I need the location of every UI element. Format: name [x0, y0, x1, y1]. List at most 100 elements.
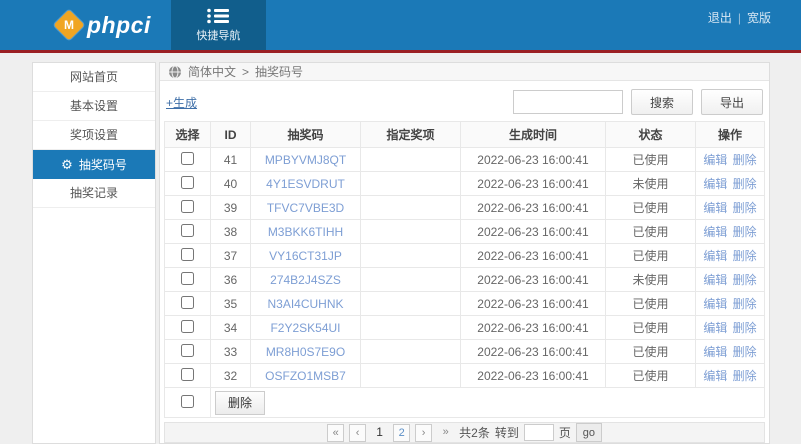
toolbar: +生成 搜索 导出 [160, 81, 769, 121]
edit-link[interactable]: 编辑 [703, 201, 728, 215]
row-ops-cell: 编辑 删除 [695, 171, 765, 196]
delete-link[interactable]: 删除 [732, 297, 757, 311]
app-logo[interactable]: M phpci [0, 0, 171, 50]
row-prize [360, 339, 461, 364]
row-ops-cell: 编辑 删除 [695, 363, 765, 388]
row-time: 2022-06-23 16:00:41 [460, 339, 606, 364]
table-row: 34 F2Y2SK54UI 2022-06-23 16:00:41 已使用 编辑… [164, 315, 765, 340]
row-id: 40 [210, 171, 251, 196]
edit-link[interactable]: 编辑 [703, 369, 728, 383]
table-row: 39 TFVC7VBE3D 2022-06-23 16:00:41 已使用 编辑… [164, 195, 765, 220]
main-panel: 简体中文 > 抽奖码号 +生成 搜索 导出 选择 ID 抽 [159, 62, 770, 444]
col-code: 抽奖码 [250, 121, 361, 148]
edit-link[interactable]: 编辑 [703, 249, 728, 263]
edit-link[interactable]: 编辑 [703, 273, 728, 287]
bulk-delete-button[interactable]: 删除 [215, 390, 265, 415]
row-checkbox[interactable] [181, 343, 194, 357]
row-time: 2022-06-23 16:00:41 [460, 267, 606, 292]
row-code-link[interactable]: N3AI4CUHNK [267, 296, 344, 311]
row-status: 已使用 [605, 339, 696, 364]
edit-link[interactable]: 编辑 [703, 225, 728, 239]
row-code-link[interactable]: MR8H0S7E9O [265, 344, 346, 359]
breadcrumb-page: 抽奖码号 [255, 65, 304, 79]
row-code-link[interactable]: F2Y2SK54UI [270, 320, 341, 335]
row-checkbox[interactable] [181, 223, 194, 237]
row-time: 2022-06-23 16:00:41 [460, 243, 606, 268]
breadcrumb-lang[interactable]: 简体中文 [188, 65, 237, 79]
row-checkbox[interactable] [181, 199, 194, 213]
edit-link[interactable]: 编辑 [703, 177, 728, 191]
select-all-cell [164, 387, 211, 418]
row-code-link[interactable]: TFVC7VBE3D [266, 200, 345, 215]
row-status: 已使用 [605, 195, 696, 220]
pagination-prev-button[interactable]: ‹ [349, 423, 367, 442]
search-input[interactable] [513, 90, 623, 114]
go-button[interactable]: go [575, 423, 602, 442]
row-checkbox[interactable] [181, 319, 194, 333]
delete-link[interactable]: 删除 [732, 321, 757, 335]
table-row: 35 N3AI4CUHNK 2022-06-23 16:00:41 已使用 编辑… [164, 291, 765, 316]
row-code-link[interactable]: MPBYVMJ8QT [264, 152, 347, 167]
edit-link[interactable]: 编辑 [703, 345, 728, 359]
row-status: 已使用 [605, 243, 696, 268]
row-time: 2022-06-23 16:00:41 [460, 147, 606, 172]
row-checkbox[interactable] [181, 247, 194, 261]
col-ops: 操作 [695, 121, 765, 148]
pagination: « ‹ 1 2 › » 共2条 转到 页 go [164, 422, 765, 443]
delete-link[interactable]: 删除 [732, 345, 757, 359]
row-checkbox[interactable] [181, 175, 194, 189]
table-row: 36 274B2J4SZS 2022-06-23 16:00:41 未使用 编辑… [164, 267, 765, 292]
pagination-next-button[interactable]: › [415, 423, 433, 442]
row-select-cell [164, 171, 211, 196]
row-status: 已使用 [605, 291, 696, 316]
select-all-checkbox[interactable] [181, 394, 194, 408]
row-checkbox[interactable] [181, 295, 194, 309]
delete-link[interactable]: 删除 [732, 273, 757, 287]
pagination-first-button[interactable]: « [327, 423, 345, 442]
row-prize [360, 171, 461, 196]
edit-link[interactable]: 编辑 [703, 297, 728, 311]
goto-page-input[interactable] [523, 424, 554, 441]
wide-mode-link[interactable]: 宽版 [746, 11, 771, 25]
sidebar-item-basic-settings[interactable]: 基本设置 [33, 92, 155, 121]
row-checkbox[interactable] [181, 271, 194, 285]
generate-link[interactable]: +生成 [166, 95, 198, 110]
row-code-cell: N3AI4CUHNK [250, 291, 361, 316]
quick-nav-button[interactable]: 快捷导航 [170, 0, 266, 50]
row-code-link[interactable]: 274B2J4SZS [270, 272, 341, 287]
export-button[interactable]: 导出 [701, 89, 763, 115]
edit-link[interactable]: 编辑 [703, 321, 728, 335]
delete-link[interactable]: 删除 [732, 225, 757, 239]
row-code-link[interactable]: VY16CT31JP [269, 248, 342, 263]
row-code-link[interactable]: OSFZO1MSB7 [265, 368, 346, 383]
delete-link[interactable]: 删除 [732, 153, 757, 167]
row-checkbox[interactable] [181, 151, 194, 165]
sidebar-item-lottery-records[interactable]: 抽奖记录 [33, 179, 155, 208]
row-prize [360, 219, 461, 244]
delete-link[interactable]: 删除 [732, 177, 757, 191]
pagination-page-2[interactable]: 2 [393, 423, 411, 442]
delete-link[interactable]: 删除 [732, 249, 757, 263]
delete-link[interactable]: 删除 [732, 369, 757, 383]
row-checkbox[interactable] [181, 367, 194, 381]
link-divider: | [737, 10, 741, 25]
pagination-goto-label: 转到 [494, 426, 519, 440]
row-code-cell: OSFZO1MSB7 [250, 363, 361, 388]
sidebar-item-prize-settings[interactable]: 奖项设置 [33, 121, 155, 150]
search-button[interactable]: 搜索 [631, 89, 693, 115]
logout-link[interactable]: 退出 [707, 11, 732, 25]
row-code-link[interactable]: 4Y1ESVDRUT [266, 176, 345, 191]
page-content: 网站首页 基本设置 奖项设置 ⚙ 抽奖码号 抽奖记录 简体中文 > 抽奖码号 +生… [32, 62, 770, 444]
breadcrumb-separator: > [242, 64, 250, 79]
bulk-actions-cell: 删除 [210, 387, 765, 418]
delete-link[interactable]: 删除 [732, 201, 757, 215]
sidebar-item-home[interactable]: 网站首页 [33, 63, 155, 92]
row-code-link[interactable]: M3BKK6TIHH [267, 224, 344, 239]
table-row: 37 VY16CT31JP 2022-06-23 16:00:41 已使用 编辑… [164, 243, 765, 268]
col-time: 生成时间 [460, 121, 606, 148]
row-id: 34 [210, 315, 251, 340]
pagination-last-button[interactable]: » [442, 425, 449, 438]
edit-link[interactable]: 编辑 [703, 153, 728, 167]
row-select-cell [164, 363, 211, 388]
sidebar-item-lottery-codes[interactable]: ⚙ 抽奖码号 [33, 150, 155, 179]
